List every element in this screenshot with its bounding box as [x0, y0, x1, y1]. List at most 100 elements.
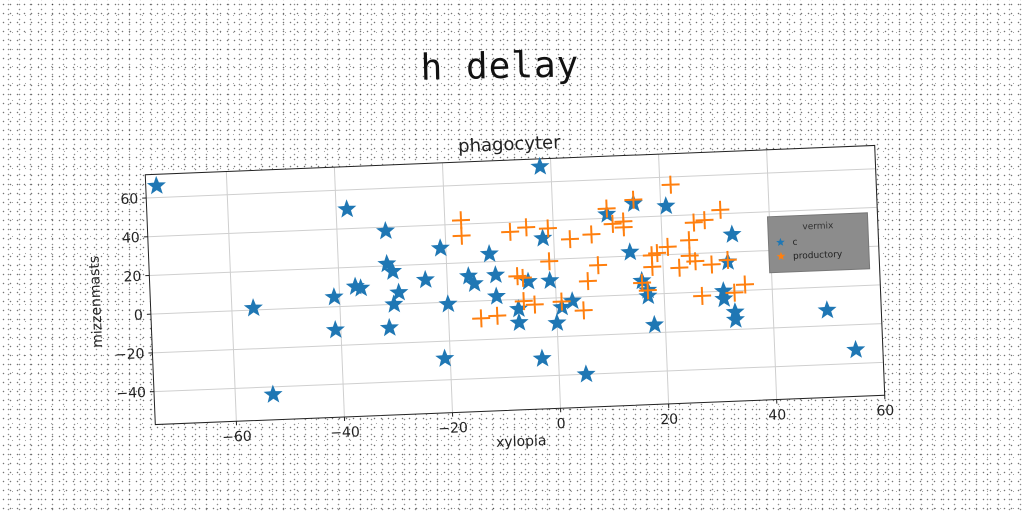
point-c — [430, 238, 450, 257]
point-productory — [513, 268, 532, 287]
point-productory — [578, 272, 597, 291]
y-tick-labels: −40 −20 0 20 40 60 — [115, 191, 155, 402]
legend-marker-c — [776, 237, 785, 247]
point-c — [645, 314, 664, 334]
x-grid-line — [658, 154, 670, 404]
x-axis-label: xylopia — [496, 433, 547, 451]
x-tick-label: 40 — [768, 407, 786, 424]
point-c — [146, 175, 166, 195]
y-tick-label: −40 — [116, 385, 146, 402]
point-c — [389, 282, 409, 301]
point-c — [714, 288, 734, 308]
point-c — [562, 291, 582, 310]
point-productory — [718, 250, 737, 270]
point-productory — [695, 211, 714, 230]
point-c — [263, 384, 283, 403]
point-c — [438, 294, 458, 313]
point-c — [509, 299, 529, 318]
point-c — [325, 320, 345, 339]
point-c — [351, 278, 371, 297]
point-productory — [680, 231, 699, 250]
point-productory — [614, 218, 633, 237]
point-c — [509, 312, 529, 331]
point-productory — [603, 214, 622, 233]
y-tick-label: 40 — [122, 230, 140, 247]
point-c — [379, 317, 399, 337]
point-productory — [552, 292, 571, 311]
point-c — [384, 294, 404, 313]
legend-label-productory: productory — [793, 250, 843, 262]
point-c — [376, 221, 395, 240]
y-grid-line — [150, 284, 881, 315]
point-productory — [711, 200, 730, 219]
chart-title: phagocyter — [458, 132, 562, 157]
point-productory — [517, 218, 536, 237]
y-tick-label: 60 — [120, 191, 138, 208]
point-productory — [702, 255, 721, 274]
point-productory — [624, 190, 643, 209]
point-c — [817, 300, 837, 319]
point-productory — [661, 175, 680, 194]
point-productory — [574, 301, 593, 320]
point-c — [725, 309, 745, 329]
x-tick-label: 60 — [876, 403, 894, 420]
point-productory — [735, 275, 755, 294]
point-productory — [658, 237, 677, 256]
point-productory — [560, 230, 580, 249]
grid-lines — [146, 145, 886, 422]
legend-entries: c productory — [776, 237, 843, 262]
point-c — [415, 269, 435, 289]
point-productory — [686, 252, 705, 271]
point-c — [540, 270, 560, 290]
legend-title: vermix — [802, 221, 834, 232]
plot-background — [145, 145, 885, 425]
x-grid-line — [766, 149, 778, 400]
point-c — [435, 348, 455, 367]
point-c — [518, 271, 538, 290]
point-productory — [693, 286, 712, 305]
point-productory — [540, 252, 559, 271]
y-grid-line — [149, 245, 879, 276]
x-tick-label: −60 — [222, 429, 252, 446]
x-tick-label: 20 — [660, 412, 678, 429]
y-tick-label: 0 — [134, 307, 144, 323]
plot-group: −60 −40 −20 0 20 40 60 −40 −20 0 20 40 60 phagocyte… — [86, 132, 895, 451]
x-grid-line — [225, 171, 237, 422]
point-productory — [514, 292, 533, 311]
y-grid-line — [146, 168, 876, 199]
point-c — [656, 196, 676, 215]
point-productory — [597, 199, 616, 218]
point-c — [383, 261, 403, 280]
y-axis-label: mizzenmasts — [86, 256, 106, 349]
y-tick-label: −20 — [115, 346, 145, 363]
point-c — [337, 199, 357, 218]
legend-marker-productory — [776, 251, 786, 261]
point-c — [479, 244, 499, 263]
y-grid-line — [152, 323, 882, 354]
data-points — [146, 156, 866, 403]
point-productory — [538, 219, 557, 238]
point-c — [722, 224, 742, 243]
x-tick-labels: −60 −40 −20 0 20 40 60 — [222, 395, 895, 446]
point-productory — [488, 306, 507, 325]
x-tick-label: 0 — [556, 416, 566, 432]
point-c — [464, 273, 484, 293]
point-productory — [501, 222, 520, 241]
plot-frame — [144, 144, 886, 426]
point-c — [243, 298, 263, 317]
point-productory — [643, 257, 662, 276]
point-c — [620, 242, 640, 261]
point-c — [324, 287, 344, 306]
point-c — [576, 364, 596, 383]
point-productory — [525, 295, 544, 314]
point-productory — [452, 226, 471, 245]
legend: vermix c productory — [766, 212, 871, 274]
y-tick-label: 20 — [123, 269, 141, 286]
point-c — [486, 265, 506, 284]
x-tick-label: −40 — [330, 424, 360, 441]
point-productory — [684, 213, 703, 232]
point-c — [530, 156, 550, 175]
point-productory — [582, 225, 601, 244]
x-grid-line — [333, 167, 345, 417]
